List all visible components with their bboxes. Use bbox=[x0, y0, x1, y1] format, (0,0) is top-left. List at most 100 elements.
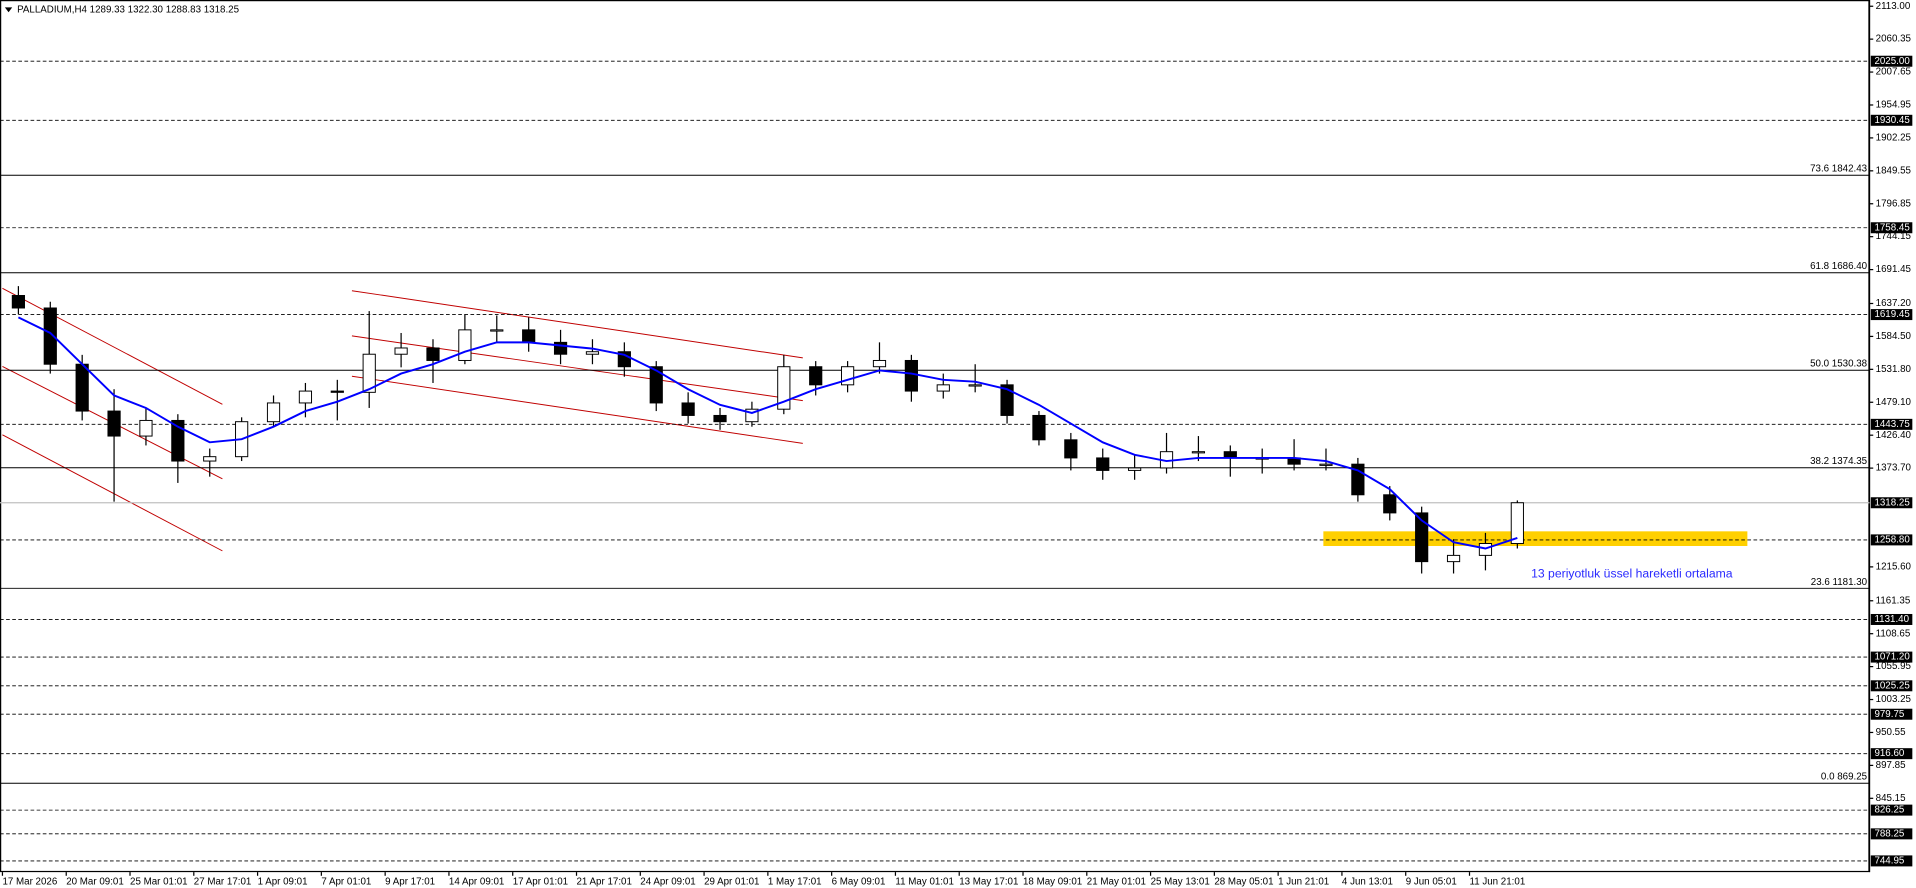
x-tick-label: 4 Jun 13:01 bbox=[1342, 876, 1393, 887]
fib-label: 50.0 1530.38 bbox=[1810, 359, 1867, 370]
candle-body bbox=[1319, 463, 1333, 466]
candle-body bbox=[522, 329, 536, 343]
x-tick-label: 11 Jun 21:01 bbox=[1470, 876, 1526, 887]
x-tick-label: 1 May 17:01 bbox=[768, 876, 822, 887]
plot-frame bbox=[0, 0, 1870, 873]
trend-line bbox=[351, 335, 803, 402]
y-tick-label: 2113.00 bbox=[1876, 1, 1911, 12]
candle-body bbox=[458, 329, 472, 361]
y-tick-label: 2007.65 bbox=[1876, 67, 1912, 78]
candle-body bbox=[266, 402, 281, 423]
y-tick-label: 1055.95 bbox=[1876, 661, 1912, 672]
candle-body bbox=[1128, 467, 1142, 471]
candle-body bbox=[171, 419, 185, 462]
x-tick-label: 21 May 01:01 bbox=[1087, 876, 1146, 887]
level-label: 916.60 bbox=[1874, 748, 1904, 759]
x-tick-label: 28 May 05:01 bbox=[1214, 876, 1273, 887]
candle-body bbox=[75, 363, 89, 412]
candle-body bbox=[362, 353, 376, 393]
x-tick-label: 9 Apr 17:01 bbox=[385, 876, 435, 887]
x-tick-label: 14 Apr 09:01 bbox=[449, 876, 504, 887]
trend-line bbox=[2, 434, 223, 552]
candle-body bbox=[1510, 502, 1524, 545]
candle-body bbox=[553, 341, 568, 355]
candle-body bbox=[394, 347, 408, 355]
candle-body bbox=[490, 329, 504, 332]
fib-label: 0.0 869.25 bbox=[1821, 772, 1868, 783]
y-tick-label: 1373.70 bbox=[1876, 463, 1912, 474]
x-tick-label: 18 May 09:01 bbox=[1023, 876, 1082, 887]
x-tick-label: 7 Apr 01:01 bbox=[321, 876, 371, 887]
y-tick-label: 1003.25 bbox=[1876, 694, 1912, 705]
y-tick-label: 1161.35 bbox=[1876, 595, 1911, 606]
x-tick-label: 25 May 13:01 bbox=[1151, 876, 1210, 887]
y-tick-label: 1849.55 bbox=[1876, 165, 1912, 176]
candle-body bbox=[1096, 457, 1110, 471]
candle-body bbox=[840, 366, 855, 386]
level-label: 744.95 bbox=[1874, 855, 1904, 866]
x-tick-label: 17 Mar 2026 bbox=[2, 876, 57, 887]
level-label: 1131.40 bbox=[1874, 614, 1909, 625]
candle-body bbox=[968, 384, 982, 387]
candle-body bbox=[904, 359, 918, 392]
candle-body bbox=[585, 351, 600, 355]
trend-line bbox=[2, 287, 223, 405]
y-tick-label: 1479.10 bbox=[1876, 397, 1912, 408]
candle-body bbox=[936, 384, 950, 392]
level-label: 826.25 bbox=[1874, 805, 1904, 816]
x-tick-label: 9 Jun 05:01 bbox=[1406, 876, 1457, 887]
candle-body bbox=[1000, 384, 1014, 416]
fib-label: 38.2 1374.35 bbox=[1810, 456, 1868, 467]
candle-body bbox=[139, 419, 153, 437]
level-label: 1071.20 bbox=[1874, 652, 1910, 663]
level-label: 1258.80 bbox=[1874, 534, 1910, 545]
candle-body bbox=[713, 414, 727, 423]
trend-line bbox=[351, 290, 803, 359]
y-tick-label: 897.85 bbox=[1876, 760, 1906, 771]
candle-body bbox=[1446, 554, 1461, 563]
annotation: 13 periyotluk üssel hareketli ortalama bbox=[1531, 566, 1733, 580]
candle-body bbox=[203, 456, 217, 462]
level-tag bbox=[1870, 222, 1913, 234]
chart-title: PALLADIUM,H4 1289.33 1322.30 1288.83 131… bbox=[17, 4, 239, 15]
candle-body bbox=[777, 366, 791, 410]
y-tick-label: 1215.60 bbox=[1876, 561, 1912, 572]
level-label: 979.75 bbox=[1874, 709, 1904, 720]
y-tick-label: 1108.65 bbox=[1876, 628, 1911, 639]
level-label: 1619.45 bbox=[1874, 309, 1910, 320]
ema-line bbox=[17, 316, 1518, 550]
candle-body bbox=[1064, 439, 1078, 459]
y-tick-label: 1691.45 bbox=[1876, 264, 1912, 275]
fib-label: 23.6 1181.30 bbox=[1811, 577, 1868, 588]
y-tick-label: 950.55 bbox=[1876, 727, 1906, 738]
x-tick-label: 27 Mar 17:01 bbox=[194, 876, 252, 887]
level-label: 1930.45 bbox=[1874, 115, 1910, 126]
fib-label: 61.8 1686.40 bbox=[1810, 261, 1868, 272]
level-tag bbox=[1870, 680, 1913, 692]
candle-body bbox=[1191, 451, 1206, 454]
candle-body bbox=[298, 390, 313, 404]
support-zone bbox=[1323, 531, 1748, 546]
level-tag bbox=[1870, 651, 1913, 663]
menu-arrow bbox=[4, 7, 13, 13]
drawings bbox=[2, 287, 803, 552]
level-label: 1025.25 bbox=[1874, 680, 1910, 691]
level-tag bbox=[1870, 748, 1913, 760]
level-tag bbox=[1870, 114, 1913, 126]
y-tick-label: 1796.85 bbox=[1876, 198, 1912, 209]
x-tick-label: 6 May 09:01 bbox=[832, 876, 886, 887]
y-tick-label: 1531.80 bbox=[1876, 364, 1912, 375]
x-tick-label: 11 May 01:01 bbox=[895, 876, 953, 887]
candle-body bbox=[43, 307, 57, 365]
x-tick-label: 13 May 17:01 bbox=[959, 876, 1018, 887]
level-tag bbox=[1870, 613, 1913, 625]
fib-label: 73.6 1842.43 bbox=[1810, 164, 1867, 175]
candle-body bbox=[872, 359, 887, 368]
candle-body bbox=[107, 410, 121, 437]
y-tick-label: 1744.15 bbox=[1876, 231, 1912, 242]
candle-body bbox=[11, 295, 25, 309]
level-label: 2025.00 bbox=[1874, 56, 1910, 67]
candle-body bbox=[426, 347, 440, 361]
